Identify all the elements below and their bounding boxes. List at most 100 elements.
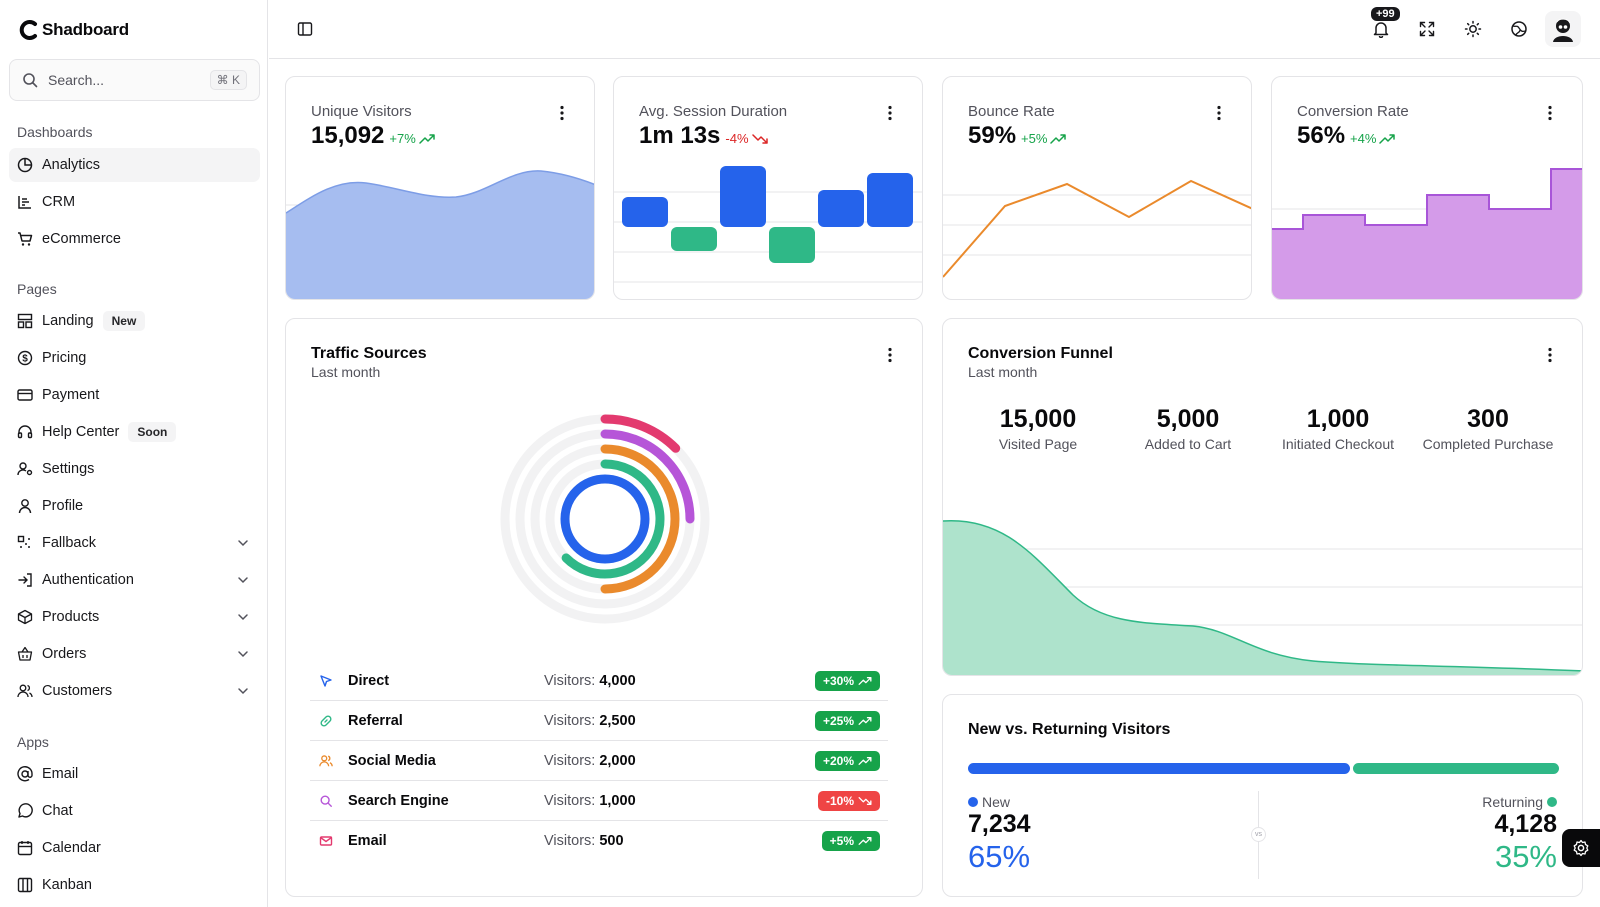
sidebar-item-profile[interactable]: Profile: [9, 489, 260, 523]
new-visitors-bar: [968, 763, 1350, 774]
sidebar-item-crm[interactable]: CRM: [9, 185, 260, 219]
layout-icon: [17, 313, 33, 329]
funnel-label: Visited Page: [998, 436, 1078, 452]
sidebar-item-orders[interactable]: Orders: [9, 637, 260, 671]
link-icon: [318, 714, 334, 728]
sidebar-item-customers[interactable]: Customers: [9, 674, 260, 708]
users-icon: [318, 754, 334, 768]
stat-row: 1m 13s -4%: [639, 122, 768, 150]
user-cog-icon: [17, 461, 33, 477]
funnel-value: 1,000: [1306, 405, 1370, 433]
credit-card-icon: [17, 387, 33, 403]
more-vertical-icon: [1217, 105, 1221, 121]
customizer-button[interactable]: [1562, 829, 1600, 867]
sidebar-item-ecommerce[interactable]: eCommerce: [9, 222, 260, 256]
card-subtitle: Last month: [968, 364, 1038, 380]
mail-icon: [318, 834, 334, 848]
section-label-dashboards: Dashboards: [17, 124, 93, 140]
trending-up-icon: [858, 756, 872, 765]
sidebar-item-calendar[interactable]: Calendar: [9, 831, 260, 865]
sidebar-item-label: Pricing: [42, 350, 87, 366]
sidebar-item-products[interactable]: Products: [9, 600, 260, 634]
trending-up-icon: [858, 837, 872, 845]
sidebar-item-label: Settings: [42, 461, 95, 477]
language-button[interactable]: [1504, 14, 1534, 44]
brand-logo[interactable]: Shadboard: [18, 17, 129, 43]
trending-down-icon: [858, 796, 872, 805]
more-options-button[interactable]: [882, 345, 898, 365]
more-options-button[interactable]: [1542, 345, 1558, 365]
notifications-button[interactable]: [1366, 14, 1396, 44]
stat-title: Bounce Rate: [968, 103, 1055, 120]
sidebar-item-landing[interactable]: Landing New: [9, 304, 260, 338]
funnel-stage: 15,000 Visited Page: [963, 405, 1113, 452]
sidebar-item-analytics[interactable]: Analytics: [9, 148, 260, 182]
user-icon: [17, 498, 33, 514]
sidebar-item-kanban[interactable]: Kanban: [9, 868, 260, 902]
sidebar-item-chat[interactable]: Chat: [9, 794, 260, 828]
sidebar-item-label: Kanban: [42, 877, 92, 893]
chevron-down-icon: [238, 688, 248, 695]
sun-icon: [1464, 20, 1482, 38]
more-options-button[interactable]: [1542, 103, 1558, 123]
new-count: 7,234: [968, 810, 1031, 838]
stat-delta-text: +5%: [1021, 131, 1048, 146]
stat-card-unique-visitors: Unique Visitors 15,092 +7%: [285, 76, 595, 300]
table-row[interactable]: Email Visitors: 500 +5%: [310, 821, 888, 861]
sidebar-item-payment[interactable]: Payment: [9, 378, 260, 412]
trending-up-icon: [419, 133, 435, 144]
card-subtitle: Last month: [311, 364, 381, 380]
source-name: Referral: [348, 712, 403, 729]
more-options-button[interactable]: [554, 103, 570, 123]
search-input[interactable]: Search... ⌘ K: [9, 59, 260, 101]
more-options-button[interactable]: [882, 103, 898, 123]
table-row[interactable]: Search Engine Visitors: 1,000 -10%: [310, 781, 888, 821]
table-row[interactable]: Social Media Visitors: 2,000 +20%: [310, 741, 888, 781]
sidebar-item-email[interactable]: Email: [9, 757, 260, 791]
sidebar-item-authentication[interactable]: Authentication: [9, 563, 260, 597]
sidebar-item-fallback[interactable]: Fallback: [9, 526, 260, 560]
top-header: [269, 0, 1600, 59]
sidebar-item-settings[interactable]: Settings: [9, 452, 260, 486]
sidebar-item-label: Orders: [42, 646, 87, 662]
source-visitors: Visitors: 1,000: [544, 793, 818, 809]
kanban-icon: [17, 877, 33, 893]
more-vertical-icon: [560, 105, 564, 121]
returning-dot: [1547, 797, 1557, 807]
new-badge: New: [102, 311, 146, 331]
chart-pie-icon: [17, 157, 33, 173]
radial-arc-direct: [560, 474, 650, 564]
theme-toggle-button[interactable]: [1458, 14, 1488, 44]
sidebar-item-help-center[interactable]: Help Center Soon: [9, 415, 260, 449]
session-duration-waterfall-chart: [614, 166, 922, 283]
fullscreen-button[interactable]: [1412, 14, 1442, 44]
avatar[interactable]: [1545, 11, 1581, 47]
radial-arc-email: [600, 414, 681, 453]
cursor-icon: [318, 674, 334, 688]
new-label: New: [982, 794, 1011, 810]
new-visitors-block: New 7,234 65%: [968, 794, 1031, 875]
card-title: New vs. Returning Visitors: [968, 721, 1171, 738]
chevron-down-icon: [238, 651, 248, 658]
visitors-label: Visitors:: [544, 672, 596, 689]
source-visitors: Visitors: 4,000: [544, 673, 815, 689]
sidebar-toggle-button[interactable]: [290, 14, 320, 44]
calendar-icon: [17, 840, 33, 856]
shopping-cart-icon: [17, 231, 33, 247]
table-row[interactable]: Direct Visitors: 4,000 +30%: [310, 661, 888, 701]
dollar-circle-icon: $: [17, 350, 33, 366]
notification-count-badge: +99: [1371, 7, 1400, 21]
more-options-button[interactable]: [1211, 103, 1227, 123]
more-vertical-icon: [1548, 347, 1552, 363]
returning-legend: Returning: [1482, 794, 1557, 810]
stat-title: Unique Visitors: [311, 103, 412, 120]
stat-card-conversion-rate: Conversion Rate 56% +4%: [1271, 76, 1583, 300]
sidebar-item-label: Calendar: [42, 840, 101, 856]
sidebar: Shadboard Search... ⌘ K Dashboards Analy…: [0, 0, 268, 907]
sidebar-item-pricing[interactable]: $ Pricing: [9, 341, 260, 375]
trending-up-icon: [858, 716, 872, 725]
table-row[interactable]: Referral Visitors: 2,500 +25%: [310, 701, 888, 741]
more-vertical-icon: [888, 105, 892, 121]
returning-visitors-block: Returning 4,128 35%: [1482, 794, 1557, 875]
visitors-value: 2,000: [599, 752, 636, 769]
